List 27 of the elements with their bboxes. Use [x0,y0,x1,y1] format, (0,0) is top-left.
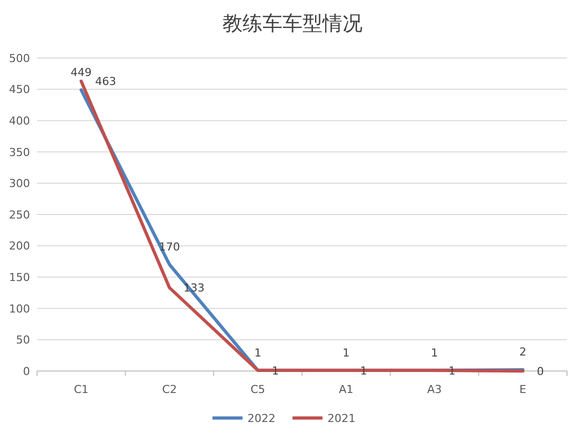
y-tick-label: 200 [9,240,30,253]
chart-title: 教练车车型情况 [222,11,362,35]
data-label: 0 [536,365,544,378]
y-tick-label: 300 [9,177,30,190]
data-label: 1 [431,346,438,360]
legend-label: 2021 [328,412,356,425]
legend-label: 2022 [248,412,276,425]
x-tick-label: C1 [74,383,89,396]
data-label: 1 [254,346,262,360]
y-tick-label: 500 [9,52,30,65]
y-tick-label: 100 [9,302,30,316]
x-tick-label: A1 [338,383,354,396]
y-tick-label: 50 [16,334,30,347]
x-tick-label: A3 [427,383,442,396]
data-label: 463 [95,75,116,88]
y-tick-label: 400 [9,114,30,128]
x-tick-label: C5 [250,383,266,396]
x-tick-label: C2 [162,383,177,396]
y-tick-label: 450 [9,83,30,96]
y-tick-label: 0 [23,364,30,378]
data-label: 1 [342,346,350,360]
y-tick-label: 350 [9,146,30,159]
y-tick-label: 150 [9,270,30,284]
data-label: 449 [70,66,92,79]
x-tick-label: E [519,383,526,396]
data-label: 2 [519,346,526,359]
y-tick-label: 250 [9,208,30,222]
